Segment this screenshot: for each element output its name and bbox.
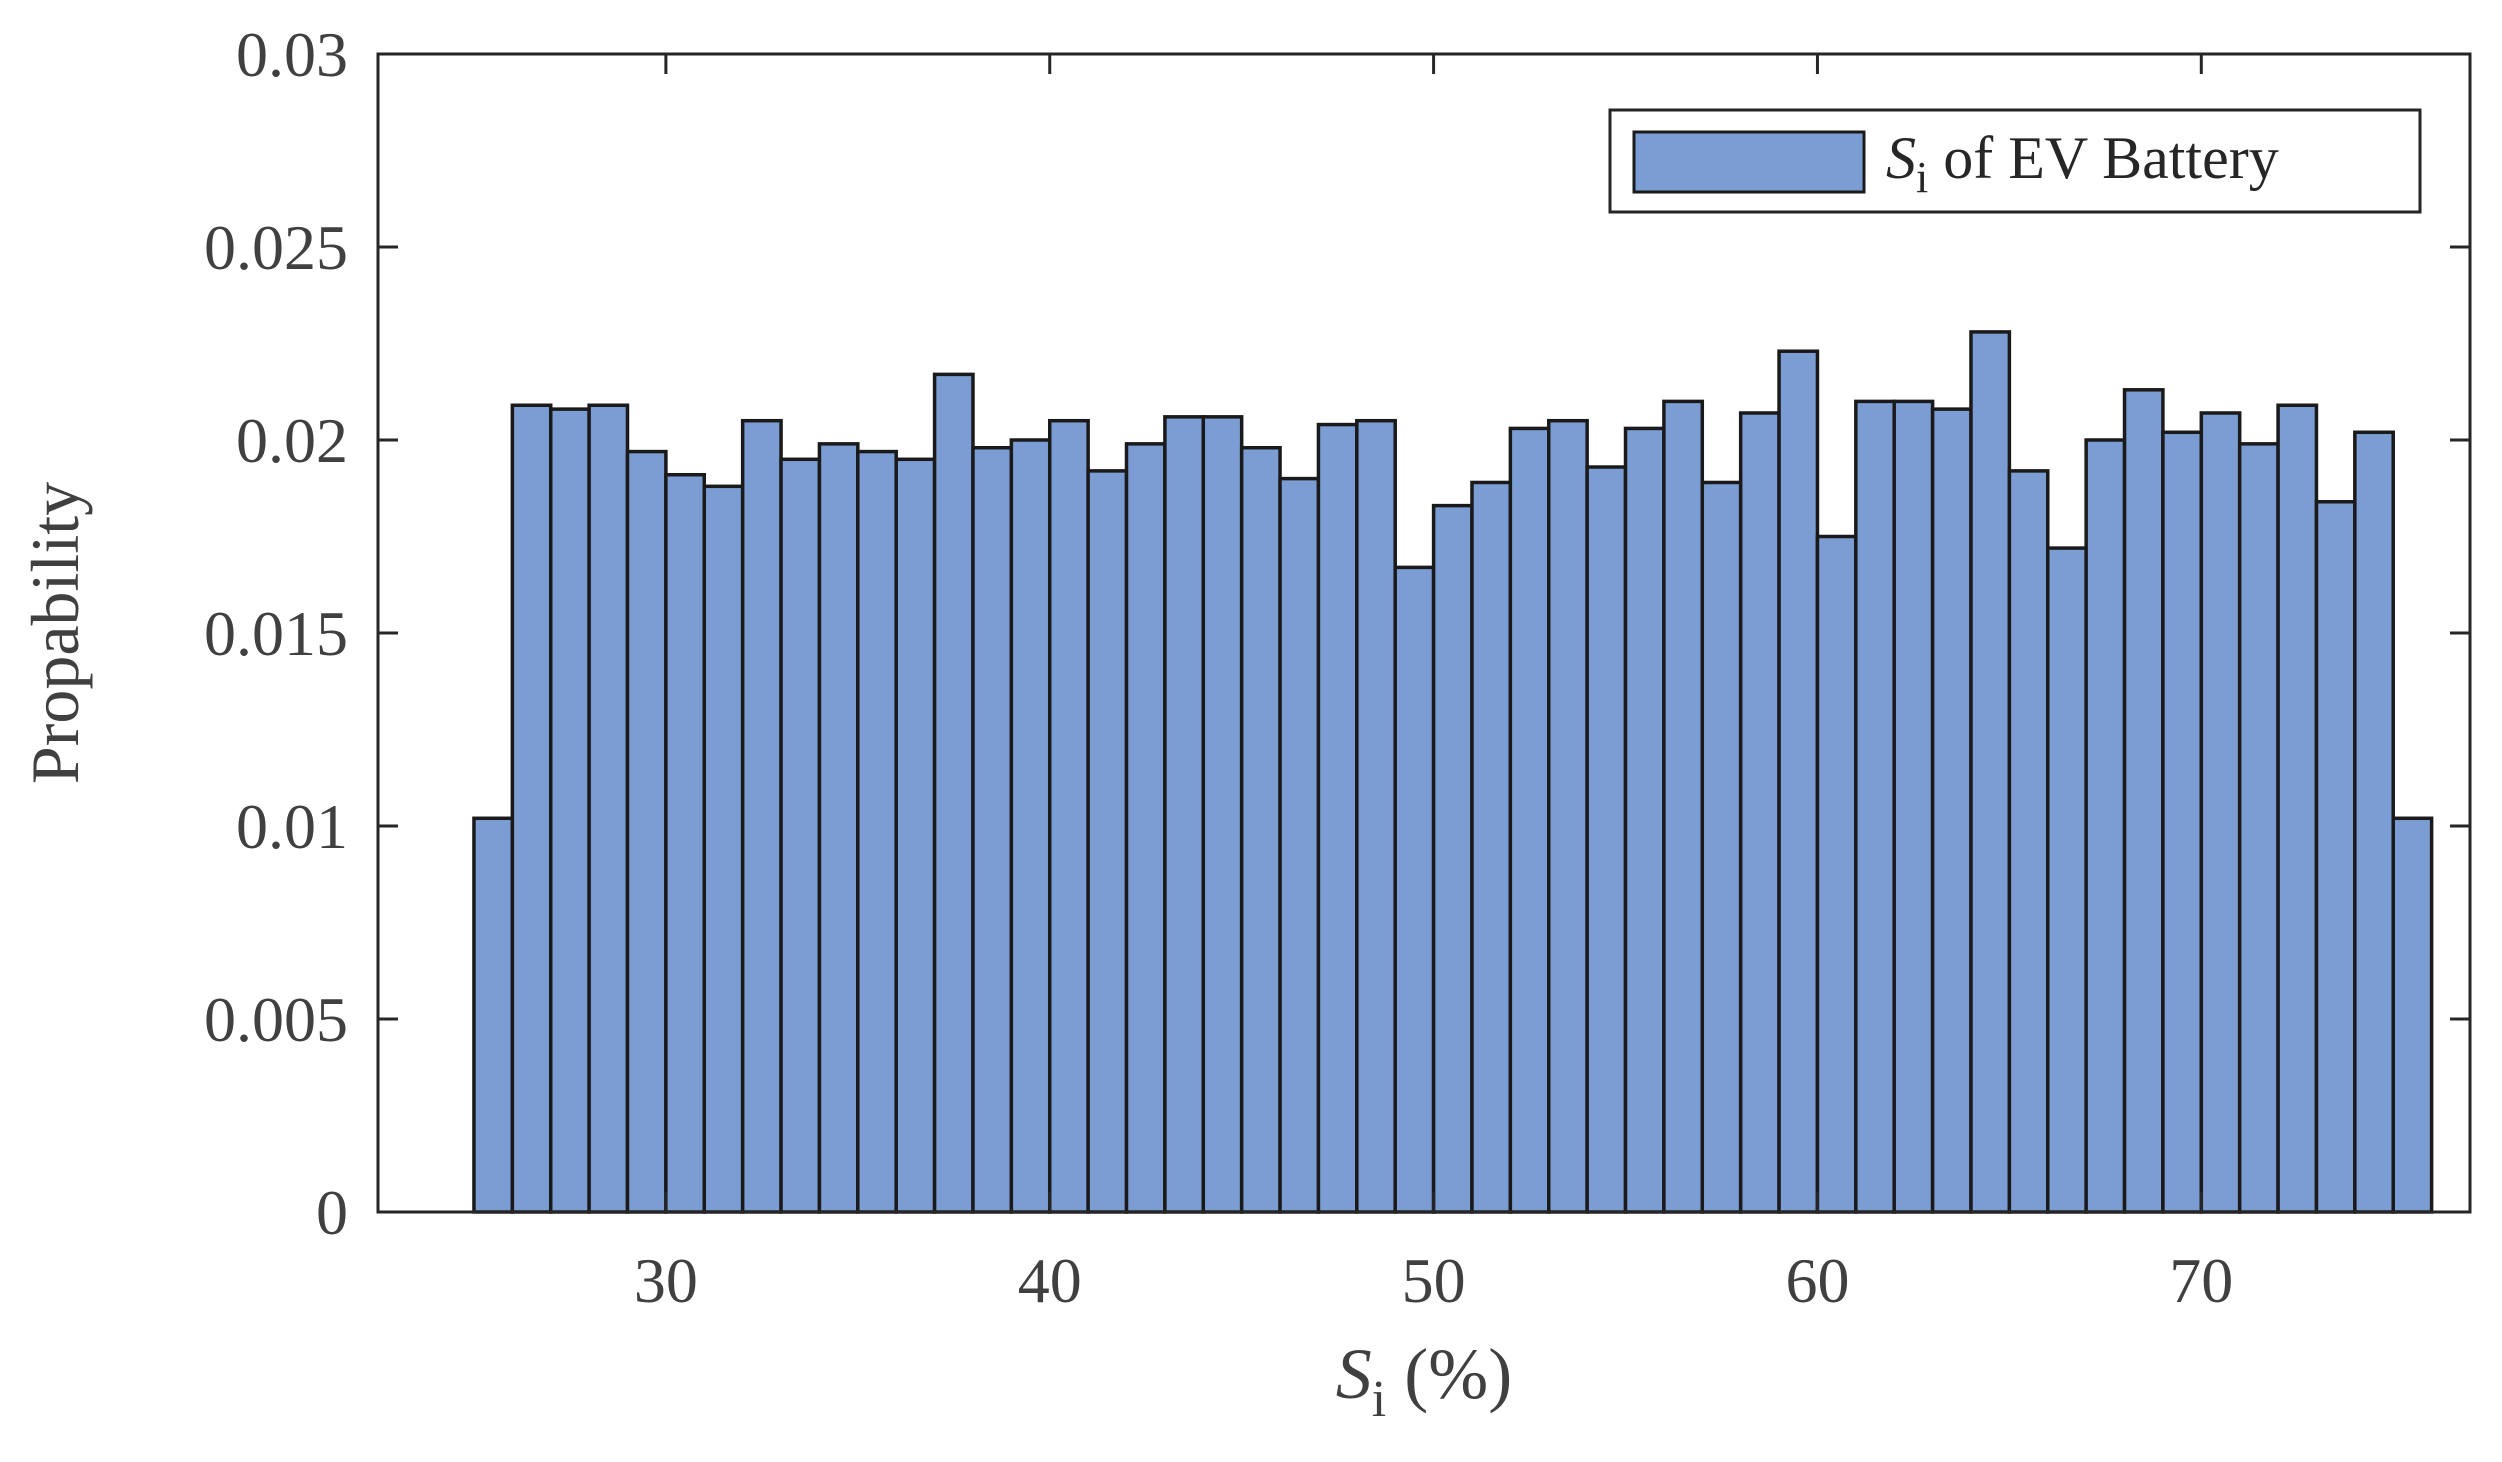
histogram-bar (2161, 430, 2204, 1214)
bars-group (472, 330, 2434, 1214)
histogram-bar (1508, 426, 1551, 1214)
histogram-bar (817, 442, 860, 1214)
x-tick-label: 40 (1018, 1245, 1082, 1316)
x-tick-label: 50 (1402, 1245, 1466, 1316)
histogram-bar (2046, 546, 2088, 1214)
histogram-bar (971, 445, 1014, 1214)
x-tick-label: 60 (1785, 1245, 1849, 1316)
histogram-bar (587, 403, 630, 1214)
tick-labels-group: 30 40 50 60 70 0 0.005 0.01 0.015 0.02 0.025 0.03 (204, 19, 2233, 1316)
y-tick-label: 0.02 (236, 405, 348, 476)
x-axis-label: Si (%) (1336, 1334, 1512, 1428)
histogram-bar (664, 472, 707, 1214)
histogram-bar (1355, 418, 1397, 1214)
histogram-bar (1969, 330, 2012, 1214)
y-tick-label: 0.015 (204, 598, 348, 669)
histogram-bar (779, 457, 822, 1214)
histogram-bar (2353, 430, 2395, 1214)
histogram-bar (1086, 469, 1129, 1214)
histogram-bar (1930, 407, 1973, 1214)
histogram-bar (2276, 403, 2319, 1214)
histogram-bar (625, 449, 668, 1214)
histogram-bar (1047, 418, 1090, 1214)
y-tick-label: 0.03 (236, 19, 348, 90)
histogram-bar (1815, 534, 1858, 1214)
x-axis-label-symbol: S (1336, 1334, 1372, 1414)
histogram-bar (856, 449, 898, 1214)
histogram-bar (1585, 465, 1628, 1214)
histogram-bar (1124, 442, 1167, 1214)
histogram-bar (1316, 422, 1359, 1214)
histogram-bar (1431, 503, 1474, 1214)
legend-label-subscript: i (1916, 153, 1928, 202)
y-tick-label: 0.025 (204, 212, 348, 283)
x-tick-label: 30 (634, 1245, 698, 1316)
histogram-bar (1470, 480, 1513, 1214)
histogram-bar (1854, 399, 1896, 1214)
histogram-bar (1662, 399, 1705, 1214)
histogram-bar (1892, 399, 1935, 1214)
histogram-bar (932, 372, 975, 1214)
histogram-bar (1201, 415, 1244, 1214)
histogram-bar (740, 418, 783, 1214)
y-tick-label: 0 (316, 1177, 348, 1248)
histogram-bar (1278, 476, 1321, 1214)
histogram-bar (510, 403, 553, 1214)
legend-label-symbol: S (1886, 125, 1916, 191)
x-axis-label-suffix: (%) (1386, 1334, 1512, 1414)
x-axis-label-subscript: i (1372, 1371, 1386, 1428)
histogram-bar (1777, 349, 1820, 1214)
histogram-bar (472, 816, 515, 1214)
legend-swatch (1632, 130, 1866, 194)
histogram-bar (1547, 418, 1589, 1214)
legend: Si of EV Battery (1608, 108, 2422, 214)
histogram-bar (1738, 411, 1781, 1214)
y-tick-label: 0.01 (236, 791, 348, 862)
legend-label-suffix: of EV Battery (1928, 125, 2278, 191)
histogram-bar (2237, 442, 2280, 1214)
histogram-bar (894, 457, 937, 1214)
axes-frame (376, 52, 2472, 1214)
histogram-bar (2007, 469, 2050, 1214)
histogram-bar (2199, 411, 2242, 1214)
histogram-bar (702, 484, 745, 1214)
histogram-bar (2391, 816, 2434, 1214)
y-axis-label: Propability (17, 482, 93, 784)
histogram-bar (2122, 388, 2165, 1214)
histogram-bar (1163, 415, 1206, 1214)
histogram-bar (2084, 438, 2127, 1214)
histogram-bar (548, 407, 591, 1214)
histogram-bar (1623, 426, 1666, 1214)
legend-label: Si of EV Battery (1886, 125, 2279, 202)
histogram-bar (1009, 438, 1052, 1214)
histogram-bar (1239, 445, 1282, 1214)
histogram-bar (1393, 565, 1436, 1214)
y-tick-label: 0.005 (204, 984, 348, 1055)
histogram-bar (2314, 500, 2357, 1214)
histogram-bar (1700, 480, 1743, 1214)
x-tick-label: 70 (2169, 1245, 2233, 1316)
